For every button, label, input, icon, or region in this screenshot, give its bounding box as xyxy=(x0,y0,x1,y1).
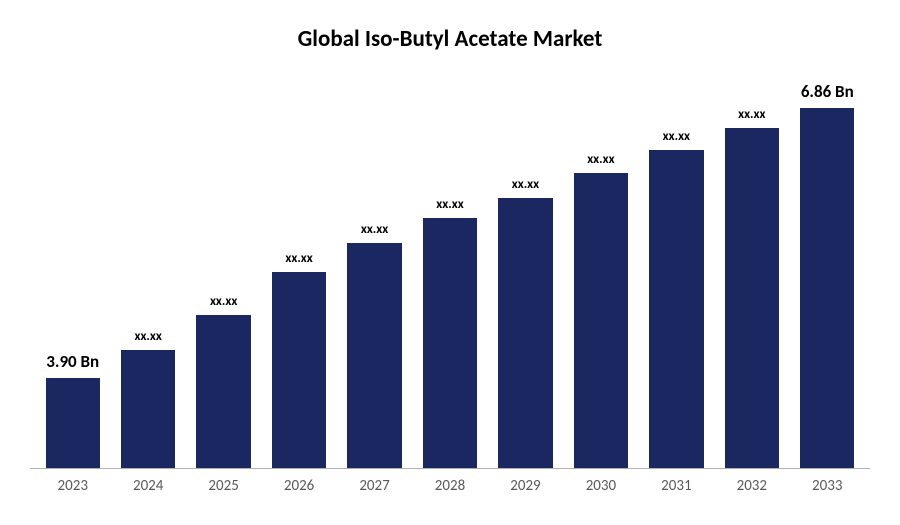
bar-value-label: xx.xx xyxy=(738,107,765,122)
bar-value-label: 3.90 Bn xyxy=(46,351,99,372)
bar-group: xx.xx xyxy=(639,73,714,468)
bar-group: xx.xx xyxy=(412,73,487,468)
x-tick-label: 2024 xyxy=(110,477,185,495)
x-tick-label: 2028 xyxy=(412,477,487,495)
bar-value-label: xx.xx xyxy=(587,152,614,167)
bar-group: xx.xx xyxy=(186,73,261,468)
bar-group: xx.xx xyxy=(714,73,789,468)
x-tick-label: 2031 xyxy=(639,477,714,495)
bar-value-label: xx.xx xyxy=(663,129,690,144)
x-tick-label: 2025 xyxy=(186,477,261,495)
bar xyxy=(498,198,552,468)
bar-group: xx.xx xyxy=(337,73,412,468)
x-tick-label: 2027 xyxy=(337,477,412,495)
bar xyxy=(574,173,628,468)
bar xyxy=(800,108,854,468)
bar xyxy=(272,272,326,468)
bar-group: xx.xx xyxy=(110,73,185,468)
bar-value-label: 6.86 Bn xyxy=(801,81,854,102)
bar xyxy=(725,128,779,468)
x-axis: 2023 2024 2025 2026 2027 2028 2029 2030 … xyxy=(30,469,870,495)
chart-title: Global Iso-Butyl Acetate Market xyxy=(30,25,870,53)
bar-value-label: xx.xx xyxy=(210,294,237,309)
bar xyxy=(196,315,250,468)
bar-value-label: xx.xx xyxy=(134,329,161,344)
bar-group: 3.90 Bn xyxy=(35,73,110,468)
bar-value-label: xx.xx xyxy=(285,251,312,266)
chart-container: Global Iso-Butyl Acetate Market 3.90 Bn … xyxy=(0,0,900,525)
bar-group: 6.86 Bn xyxy=(790,73,865,468)
bar xyxy=(46,378,100,468)
bar xyxy=(347,243,401,468)
bar-value-label: xx.xx xyxy=(512,177,539,192)
bar-value-label: xx.xx xyxy=(436,197,463,212)
bar-group: xx.xx xyxy=(488,73,563,468)
bar xyxy=(649,150,703,468)
x-tick-label: 2030 xyxy=(563,477,638,495)
x-tick-label: 2033 xyxy=(790,477,865,495)
bar xyxy=(121,350,175,468)
x-tick-label: 2032 xyxy=(714,477,789,495)
plot-area: 3.90 Bn xx.xx xx.xx xx.xx xx.xx xx.xx xx… xyxy=(30,73,870,469)
bar-value-label: xx.xx xyxy=(361,222,388,237)
x-tick-label: 2023 xyxy=(35,477,110,495)
bar-group: xx.xx xyxy=(261,73,336,468)
x-tick-label: 2026 xyxy=(261,477,336,495)
bar-group: xx.xx xyxy=(563,73,638,468)
bar xyxy=(423,218,477,468)
x-tick-label: 2029 xyxy=(488,477,563,495)
